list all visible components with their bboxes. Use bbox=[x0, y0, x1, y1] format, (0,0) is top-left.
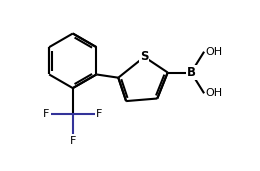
Text: F: F bbox=[70, 136, 76, 146]
Text: B: B bbox=[187, 66, 196, 79]
Text: OH: OH bbox=[205, 47, 223, 57]
Text: S: S bbox=[140, 50, 148, 63]
Text: F: F bbox=[43, 109, 49, 119]
Text: F: F bbox=[96, 109, 103, 119]
Text: OH: OH bbox=[205, 88, 223, 98]
